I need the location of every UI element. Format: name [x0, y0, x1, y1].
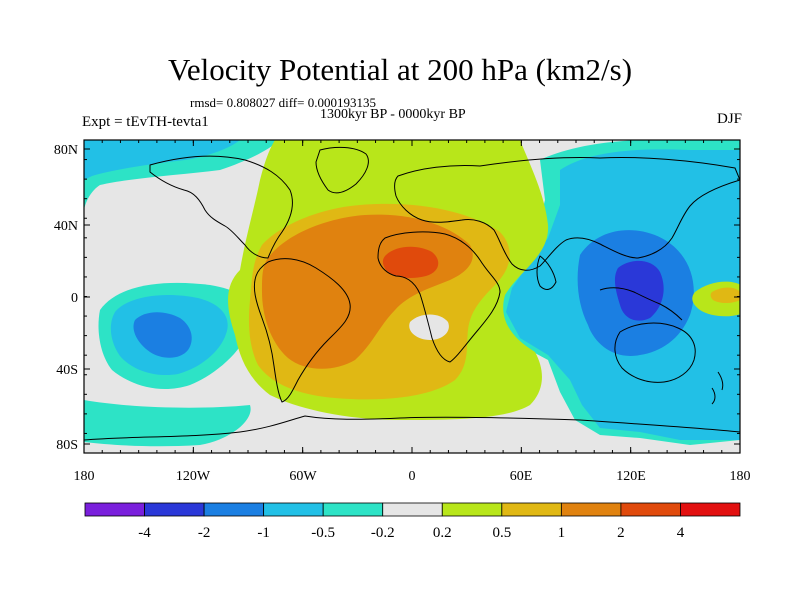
- colorbar-label: -0.5: [311, 525, 335, 541]
- colorbar-swatch: [560, 502, 622, 517]
- colorbar-swatch: [322, 502, 384, 517]
- contour-swpac-1: [133, 312, 192, 358]
- coast-eurasia: [394, 156, 740, 271]
- colorbar-swatch: [263, 502, 324, 517]
- contour-neg-2: [614, 260, 664, 321]
- colorbar-label: 4: [677, 525, 685, 541]
- contour-west-0.5: [84, 140, 240, 180]
- lat-tick-label: 80S: [56, 438, 78, 453]
- colorbar-label: -1: [257, 525, 270, 541]
- lon-tick-label: 180: [74, 469, 95, 484]
- colorbar-label: 0.5: [492, 525, 511, 541]
- lon-tick-label: 60W: [289, 469, 317, 484]
- coast-north-america: [149, 155, 293, 259]
- colorbar-labels: -4 -2 -1 -0.5 -0.2 0.2 0.5 1 2 4: [138, 525, 684, 541]
- coast-india: [536, 255, 557, 290]
- colorbar-swatch: [441, 502, 503, 517]
- coastlines: [84, 146, 740, 441]
- longitude-axis: 180 120W 60W 0 60E 120E 180: [74, 469, 751, 484]
- colorbar-swatch: [620, 502, 681, 517]
- lon-tick-label: 120E: [616, 469, 646, 484]
- colorbar: [84, 502, 741, 517]
- colorbar-label: 2: [617, 525, 625, 541]
- lat-tick-label: 0: [71, 291, 78, 306]
- coast-greenland: [315, 146, 369, 194]
- lon-tick-label: 60E: [510, 469, 533, 484]
- colorbar-label: 1: [558, 525, 566, 541]
- colorbar-label: -4: [138, 525, 151, 541]
- colorbar-label: 0.2: [433, 525, 452, 541]
- axis-ticks: [83, 139, 741, 454]
- colorbar-label: -2: [198, 525, 211, 541]
- season-label: DJF: [716, 111, 742, 127]
- colorbar-swatch: [203, 502, 265, 517]
- colorbar-swatch: [680, 502, 741, 517]
- period-label: 1300kyr BP - 0000kyr BP: [320, 107, 466, 122]
- latitude-axis: 80N 40N 0 40S 80S: [54, 143, 78, 453]
- colorbar-label: -0.2: [371, 525, 395, 541]
- experiment-label: Expt = tEvTH-tevta1: [82, 114, 209, 130]
- colorbar-swatch: [382, 502, 443, 517]
- lon-tick-label: 0: [409, 469, 416, 484]
- coast-africa: [377, 231, 501, 363]
- lat-tick-label: 80N: [54, 143, 78, 158]
- colorbar-swatch: [84, 502, 145, 517]
- coast-antarctica: [84, 415, 740, 441]
- stats-line: rmsd= 0.808027 diff= 0.000193135: [190, 95, 376, 110]
- chart-title: Velocity Potential at 200 hPa (km2/s): [167, 52, 633, 87]
- contour-pos-2: [382, 246, 439, 278]
- colorbar-swatch: [144, 502, 205, 517]
- colorbar-swatch: [501, 502, 562, 517]
- coast-indonesia: [599, 287, 683, 321]
- lat-tick-label: 40N: [54, 219, 78, 234]
- coast-australia: [614, 322, 696, 383]
- coast-new-zealand: [711, 371, 724, 405]
- lon-tick-label: 180: [730, 469, 751, 484]
- velocity-potential-field: [84, 140, 740, 453]
- lon-tick-label: 120W: [176, 469, 211, 484]
- lat-tick-label: 40S: [56, 363, 78, 378]
- contour-wpac-pos-2: [710, 287, 740, 303]
- coast-south-america: [253, 258, 351, 403]
